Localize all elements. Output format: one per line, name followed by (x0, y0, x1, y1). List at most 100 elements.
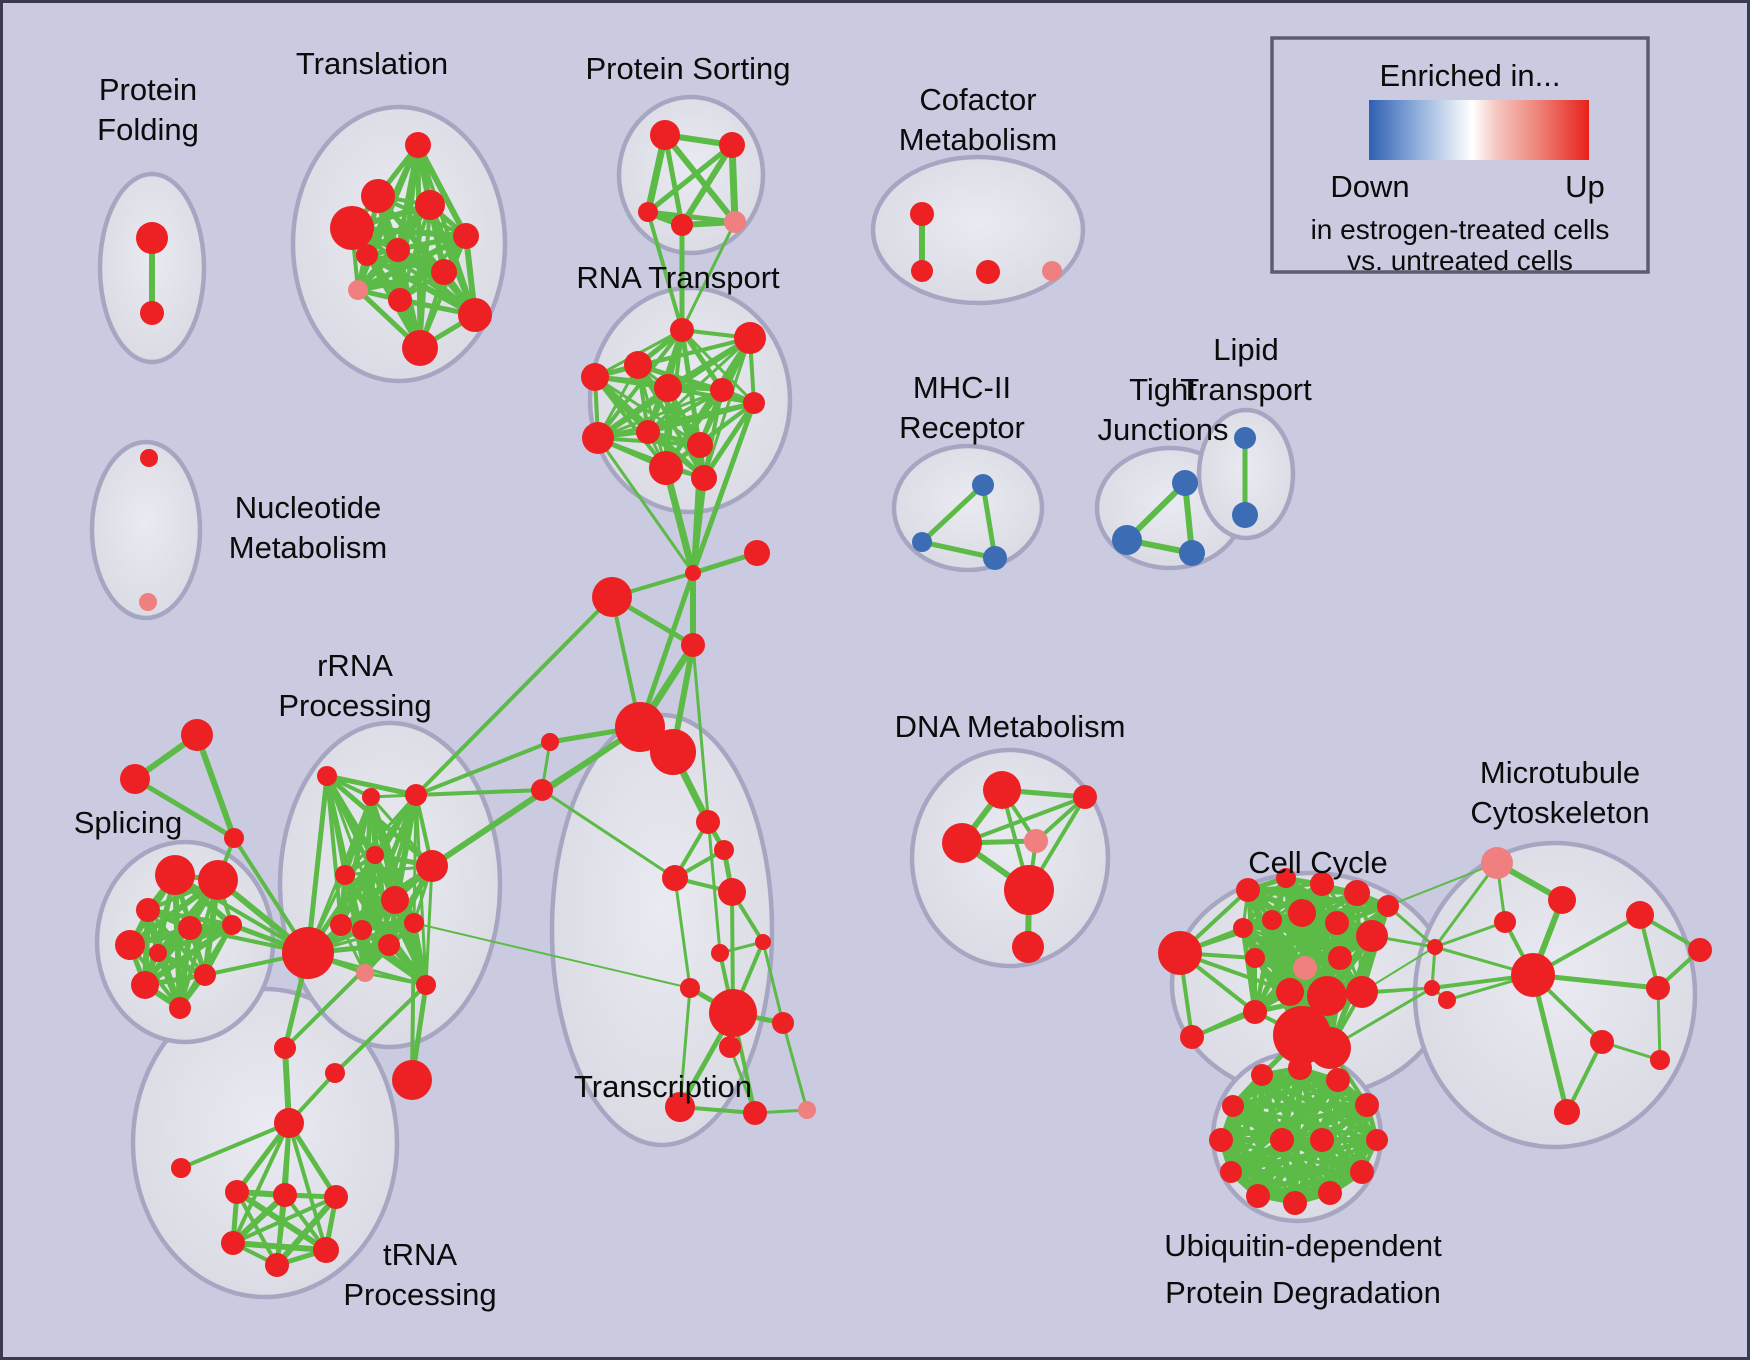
network-node-tn4[interactable] (171, 1158, 191, 1178)
network-node-cf1[interactable] (911, 260, 933, 282)
network-node-ub11[interactable] (1222, 1095, 1244, 1117)
network-node-cc15[interactable] (1276, 978, 1304, 1006)
network-node-rr0[interactable] (317, 766, 337, 786)
network-node-ub1[interactable] (1288, 1056, 1312, 1080)
network-node-tn3[interactable] (274, 1108, 304, 1138)
network-node-sp10[interactable] (194, 964, 216, 986)
network-node-ub10[interactable] (1209, 1128, 1233, 1152)
network-node-tj2[interactable] (1179, 540, 1205, 566)
network-node-cc6[interactable] (1377, 895, 1399, 917)
network-node-dm0[interactable] (983, 771, 1021, 809)
network-node-rr11[interactable] (356, 964, 374, 982)
network-node-tn2[interactable] (392, 1060, 432, 1100)
network-node-cc13[interactable] (1293, 956, 1317, 980)
network-node-rt5[interactable] (710, 378, 734, 402)
network-node-ps1[interactable] (719, 132, 745, 158)
network-node-tl8[interactable] (431, 259, 457, 285)
network-node-tj0[interactable] (1172, 470, 1198, 496)
network-node-sp9[interactable] (131, 971, 159, 999)
network-node-mt0[interactable] (1481, 847, 1513, 879)
network-node-ch5[interactable] (650, 729, 696, 775)
network-node-cc16[interactable] (1307, 976, 1347, 1016)
network-node-ch3[interactable] (681, 633, 705, 657)
network-node-rr13[interactable] (416, 975, 436, 995)
network-node-tn8[interactable] (221, 1231, 245, 1255)
network-node-cc11[interactable] (1356, 920, 1388, 952)
network-node-rt9[interactable] (687, 432, 713, 458)
network-node-ub6[interactable] (1318, 1181, 1342, 1205)
network-node-ub8[interactable] (1246, 1184, 1270, 1208)
network-node-rr7[interactable] (330, 914, 352, 936)
network-node-ub12[interactable] (1270, 1128, 1294, 1152)
network-node-mh1[interactable] (912, 532, 932, 552)
network-node-cc12[interactable] (1245, 948, 1265, 968)
network-node-tn1[interactable] (325, 1063, 345, 1083)
network-node-ch2[interactable] (592, 577, 632, 617)
network-node-mh0[interactable] (972, 474, 994, 496)
network-node-sp8[interactable] (222, 915, 242, 935)
network-node-cc3[interactable] (1276, 868, 1296, 888)
network-node-sp0[interactable] (181, 719, 213, 751)
network-node-tx4[interactable] (711, 944, 729, 962)
network-node-cc9[interactable] (1288, 899, 1316, 927)
network-node-dm2[interactable] (942, 823, 982, 863)
network-node-rr10[interactable] (404, 913, 424, 933)
network-node-rt6[interactable] (743, 392, 765, 414)
network-node-rt10[interactable] (649, 451, 683, 485)
network-node-br1[interactable] (1424, 980, 1440, 996)
network-node-nm0[interactable] (140, 449, 158, 467)
network-node-rt0[interactable] (670, 318, 694, 342)
network-node-mt7[interactable] (1590, 1030, 1614, 1054)
network-node-tx6[interactable] (680, 978, 700, 998)
network-node-tx8[interactable] (772, 1012, 794, 1034)
network-node-tx5[interactable] (755, 934, 771, 950)
network-node-rt2[interactable] (624, 351, 652, 379)
network-node-ub4[interactable] (1366, 1129, 1388, 1151)
network-node-cc7[interactable] (1233, 918, 1253, 938)
network-node-mt2[interactable] (1494, 911, 1516, 933)
network-node-cc2[interactable] (1236, 878, 1260, 902)
network-node-tn5[interactable] (225, 1180, 249, 1204)
network-node-rt11[interactable] (691, 465, 717, 491)
network-node-sp5[interactable] (136, 898, 160, 922)
network-node-tl4[interactable] (386, 238, 410, 262)
network-node-tn6[interactable] (273, 1183, 297, 1207)
network-node-sp4[interactable] (198, 860, 238, 900)
network-node-sp1[interactable] (120, 764, 150, 794)
network-node-rr8[interactable] (282, 927, 334, 979)
network-node-ub0[interactable] (1251, 1064, 1273, 1086)
network-node-tl6[interactable] (348, 280, 368, 300)
network-node-rt3[interactable] (581, 363, 609, 391)
network-node-tl7[interactable] (388, 288, 412, 312)
network-node-dm4[interactable] (1004, 865, 1054, 915)
network-node-tx7[interactable] (709, 989, 757, 1037)
network-node-rr12[interactable] (378, 934, 400, 956)
network-node-cf3[interactable] (1042, 261, 1062, 281)
network-node-br0[interactable] (1427, 939, 1443, 955)
network-node-tn0[interactable] (274, 1037, 296, 1059)
network-node-mt4[interactable] (1626, 901, 1654, 929)
network-node-cc5[interactable] (1344, 880, 1370, 906)
network-node-rr3[interactable] (366, 846, 384, 864)
network-node-dm1[interactable] (1073, 785, 1097, 809)
network-node-ch0[interactable] (685, 565, 701, 581)
network-node-lp0[interactable] (1234, 427, 1256, 449)
network-node-tl9[interactable] (458, 298, 492, 332)
network-node-mt5[interactable] (1646, 976, 1670, 1000)
network-node-mh2[interactable] (983, 546, 1007, 570)
network-node-tn7[interactable] (324, 1185, 348, 1209)
network-node-ub9[interactable] (1220, 1161, 1242, 1183)
network-node-rr6[interactable] (381, 886, 409, 914)
network-node-tl5[interactable] (453, 223, 479, 249)
network-node-tx2[interactable] (662, 865, 688, 891)
network-node-rr4[interactable] (335, 865, 355, 885)
network-node-rr5[interactable] (416, 850, 448, 882)
network-node-dm3[interactable] (1024, 829, 1048, 853)
network-node-cc0[interactable] (1158, 931, 1202, 975)
network-node-cc17[interactable] (1346, 976, 1378, 1008)
network-node-mt10[interactable] (1438, 991, 1456, 1009)
network-node-cc14[interactable] (1328, 946, 1352, 970)
network-node-dm5[interactable] (1012, 931, 1044, 963)
network-node-ub2[interactable] (1326, 1068, 1350, 1092)
network-node-lp1[interactable] (1232, 502, 1258, 528)
